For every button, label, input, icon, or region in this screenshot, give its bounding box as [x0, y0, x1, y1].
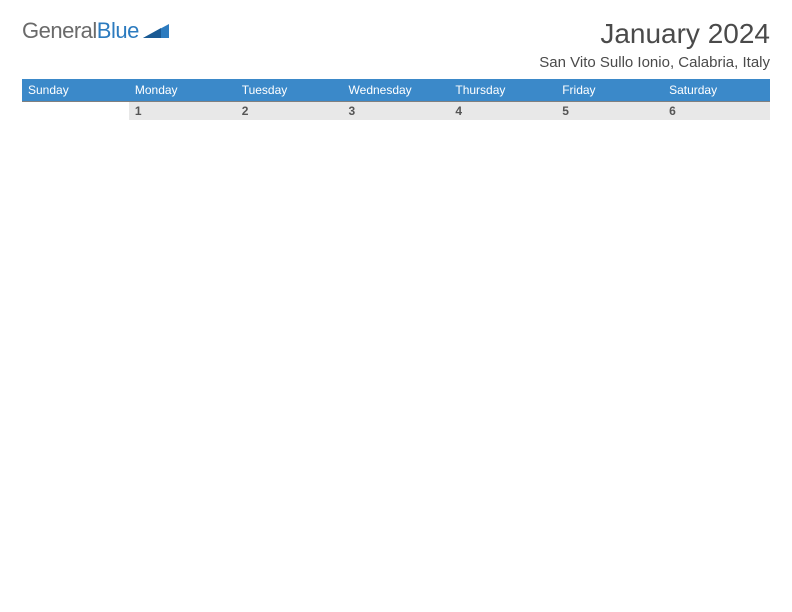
- location-text: San Vito Sullo Ionio, Calabria, Italy: [539, 54, 770, 71]
- weekday-header: Friday: [556, 79, 663, 102]
- weekday-header: Saturday: [663, 79, 770, 102]
- logo: GeneralBlue: [22, 18, 169, 44]
- weekday-header: Thursday: [449, 79, 556, 102]
- calendar-body: 123456: [22, 102, 770, 121]
- day-number-cell: 2: [236, 102, 343, 121]
- logo-triangle-icon: [143, 18, 169, 44]
- day-number-cell: 4: [449, 102, 556, 121]
- logo-text-blue: Blue: [97, 18, 139, 44]
- weekday-header-row: Sunday Monday Tuesday Wednesday Thursday…: [22, 79, 770, 102]
- weekday-header: Sunday: [22, 79, 129, 102]
- day-number-cell: 1: [129, 102, 236, 121]
- day-number-cell: 6: [663, 102, 770, 121]
- weekday-header: Wednesday: [343, 79, 450, 102]
- day-number-cell: [22, 102, 129, 121]
- title-block: January 2024 San Vito Sullo Ionio, Calab…: [539, 18, 770, 71]
- weekday-header: Monday: [129, 79, 236, 102]
- day-number-row: 123456: [22, 102, 770, 121]
- month-title: January 2024: [539, 18, 770, 50]
- day-number-cell: 5: [556, 102, 663, 121]
- page-header: GeneralBlue January 2024 San Vito Sullo …: [22, 18, 770, 71]
- logo-text-general: General: [22, 18, 97, 44]
- calendar-table: Sunday Monday Tuesday Wednesday Thursday…: [22, 79, 770, 120]
- day-number-cell: 3: [343, 102, 450, 121]
- weekday-header: Tuesday: [236, 79, 343, 102]
